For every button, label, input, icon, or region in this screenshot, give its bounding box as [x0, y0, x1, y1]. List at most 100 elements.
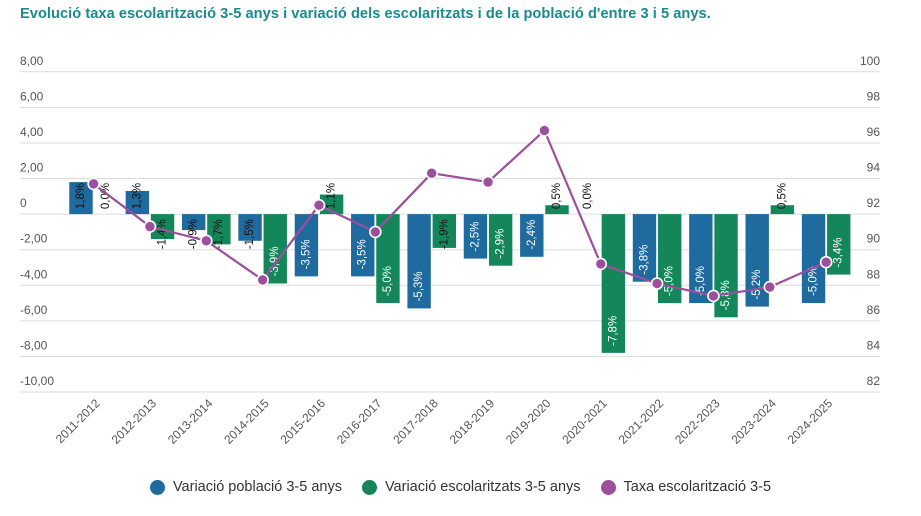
- bar: [125, 190, 150, 215]
- bar-data-label: -3,4%: [833, 238, 845, 268]
- bar: [689, 214, 713, 304]
- bar-data-label: -3,5%: [357, 239, 369, 269]
- bar: [520, 214, 544, 257]
- x-axis-label: 2012-2013: [109, 396, 160, 447]
- rate-marker: [87, 177, 100, 191]
- bar-data-label: 0,0%: [100, 183, 112, 209]
- bar-data-label: -0,9%: [188, 219, 200, 249]
- x-axis-label: 2011-2012: [53, 396, 103, 446]
- bar: [601, 214, 626, 353]
- left-tick-label: -6,00: [20, 303, 48, 317]
- left-tick-label: 8,00: [20, 54, 44, 68]
- right-tick-label: 96: [867, 125, 881, 139]
- rate-marker: [200, 234, 213, 248]
- right-tick-label: 82: [867, 374, 881, 388]
- bar-data-labels: 1,8% 1,3% -0,9% -1,5% -3,5% -3,5% -5,3% -2,5% -2…: [75, 183, 845, 346]
- bar-data-label: 1,3%: [131, 183, 143, 209]
- bar-data-label: -5,0%: [695, 266, 707, 296]
- x-axis-label: 2021-2022: [616, 396, 667, 447]
- bar-data-label: 0,5%: [551, 183, 563, 209]
- bar: [714, 214, 738, 318]
- bar: [182, 214, 206, 231]
- legend-marker-icon: [361, 479, 377, 495]
- rate-marker: [650, 277, 664, 290]
- bar: [207, 214, 231, 245]
- bar-data-label: -2,5%: [469, 222, 481, 252]
- bar: [69, 182, 93, 215]
- bar-data-label: -7,8%: [607, 316, 619, 346]
- bar: [238, 214, 262, 241]
- right-tick-label: 84: [867, 338, 881, 352]
- bar-data-label: -1,7%: [213, 219, 225, 249]
- x-axis-label: 2017-2018: [390, 396, 441, 447]
- legend-marker-icon: [149, 479, 165, 495]
- rate-marker: [312, 198, 326, 212]
- legend-item-poblacio[interactable]: Variació població 3-5 anys: [149, 479, 342, 495]
- chart-title: Evolució taxa escolarització 3-5 anys i …: [20, 6, 711, 22]
- left-tick-label: -8,00: [20, 338, 48, 352]
- rate-marker: [425, 166, 439, 180]
- rate-marker: [481, 175, 495, 189]
- bar-data-label: -1,5%: [244, 219, 256, 249]
- x-axis-labels: 2011-2012 2012-2013 2013-2014 2014-2015 2015…: [53, 396, 836, 447]
- bar: [801, 214, 826, 304]
- bar: [632, 214, 657, 282]
- left-tick-label: 0: [20, 196, 27, 210]
- x-axis-label: 2024-2025: [785, 396, 836, 447]
- bar-data-label: -3,5%: [300, 239, 312, 269]
- bar: [745, 214, 769, 307]
- x-axis-label: 2016-2017: [334, 396, 385, 447]
- bar-data-label: -2,4%: [526, 220, 538, 250]
- bar: [407, 214, 431, 309]
- right-tick-label: 90: [867, 232, 881, 246]
- bar-data-label: -5,0%: [664, 266, 676, 296]
- right-tick-label: 94: [867, 161, 881, 175]
- left-tick-label: 2,00: [20, 161, 44, 175]
- legend-item-taxa[interactable]: Taxa escolarització 3-5: [600, 479, 772, 495]
- rate-marker: [256, 273, 269, 287]
- x-axis-label: 2018-2019: [447, 396, 498, 447]
- rate-marker: [763, 280, 777, 294]
- bar: [545, 205, 569, 215]
- left-tick-label: 4,00: [20, 125, 44, 139]
- bar-data-label: 0,5%: [776, 183, 788, 209]
- x-axis-label: 2020-2021: [559, 396, 610, 447]
- bar: [463, 214, 488, 259]
- x-axis-label: 2022-2023: [672, 396, 723, 447]
- bar-data-label: -3,8%: [639, 245, 651, 275]
- bar-data-label: -5,0%: [808, 266, 820, 296]
- rate-line-path: [92, 129, 827, 298]
- legend-label: Taxa escolarització 3-5: [623, 479, 772, 495]
- right-tick-label: 88: [867, 267, 881, 281]
- left-tick-label: -10,00: [20, 374, 54, 388]
- rate-marker: [819, 255, 833, 269]
- left-tick-label: -2,00: [20, 232, 48, 246]
- bar: [263, 214, 287, 284]
- bar: [770, 205, 795, 215]
- bar-data-label: 0,0%: [582, 183, 594, 209]
- rate-line: [92, 129, 827, 298]
- bar-data-label: -1,9%: [438, 219, 450, 249]
- bar-data-label: -5,2%: [751, 270, 763, 300]
- rate-marker: [143, 220, 157, 233]
- left-tick-label: 6,00: [20, 89, 44, 103]
- rate-marker: [707, 289, 720, 303]
- x-axis-label: 2019-2020: [503, 396, 554, 447]
- rate-marker: [538, 124, 551, 137]
- x-axis-label: 2023-2024: [728, 396, 779, 447]
- bar-data-label: -5,8%: [720, 280, 732, 310]
- right-tick-label: 92: [867, 196, 881, 210]
- bar: [376, 214, 400, 304]
- legend-item-escolaritzats[interactable]: Variació escolaritzats 3-5 anys: [361, 479, 581, 495]
- bar-data-label: 1,8%: [75, 183, 87, 209]
- right-tick-label: 86: [867, 303, 881, 317]
- right-tick-label: 100: [860, 54, 880, 68]
- right-tick-label: 98: [867, 89, 881, 103]
- left-tick-label: -4,00: [20, 267, 48, 281]
- bar-data-label: 1,1%: [326, 183, 338, 209]
- bar-data-label: -1,4%: [157, 219, 169, 249]
- bar-data-label: -2,9%: [495, 229, 507, 259]
- bars: [69, 182, 851, 353]
- legend-marker-icon: [600, 479, 616, 495]
